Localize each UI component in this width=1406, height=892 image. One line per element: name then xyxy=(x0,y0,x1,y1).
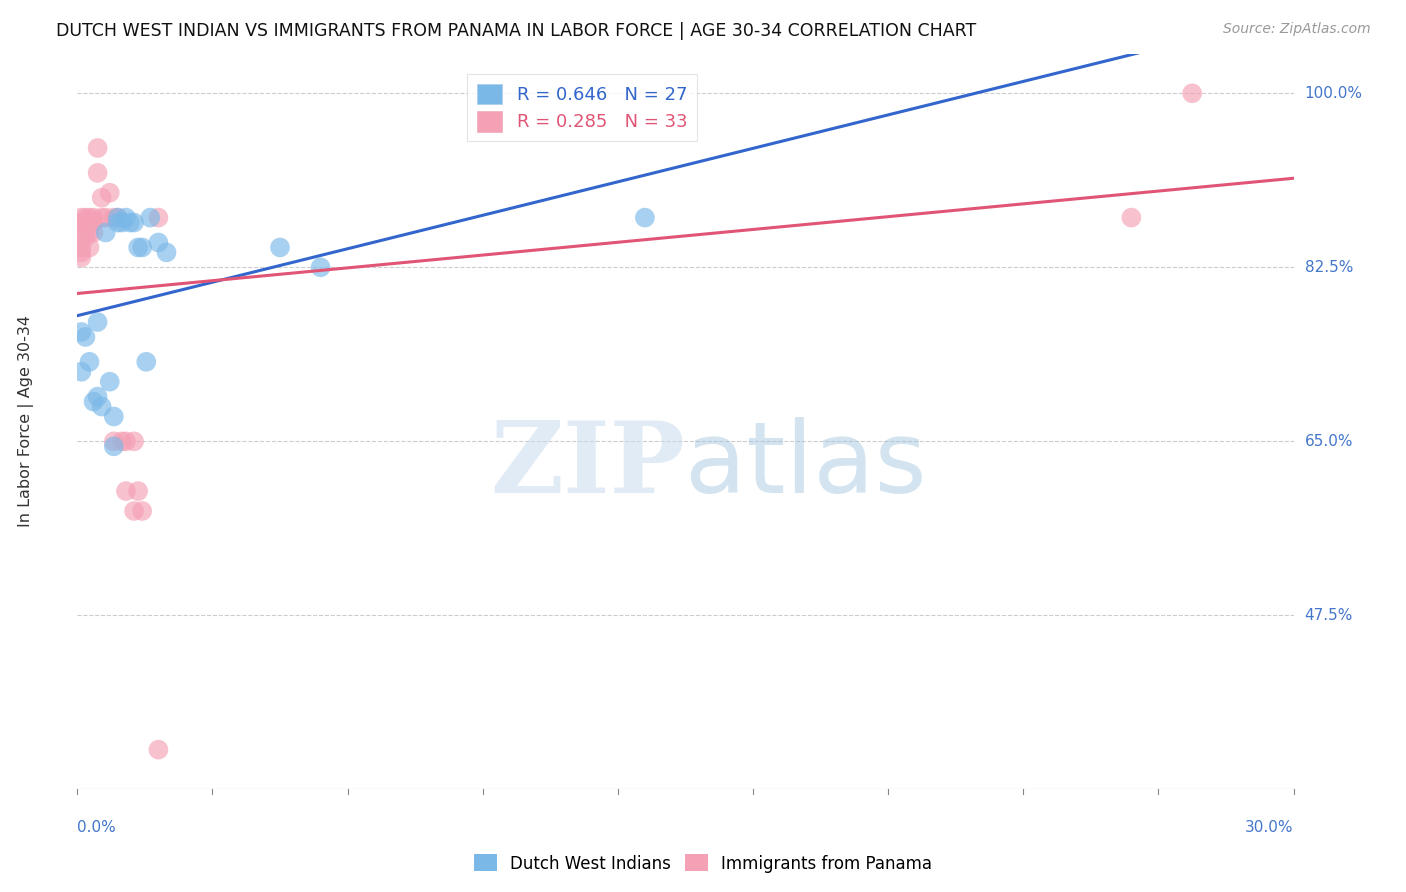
Point xyxy=(148,211,170,225)
Point xyxy=(90,191,112,205)
Point xyxy=(79,240,101,254)
Point xyxy=(98,375,121,389)
Point xyxy=(86,315,108,329)
Text: DUTCH WEST INDIAN VS IMMIGRANTS FROM PANAMA IN LABOR FORCE | AGE 30-34 CORRELATI: DUTCH WEST INDIAN VS IMMIGRANTS FROM PAN… xyxy=(56,22,977,40)
Point xyxy=(634,211,657,225)
Point xyxy=(79,211,101,225)
Point xyxy=(75,330,97,344)
Point xyxy=(79,355,101,369)
Point xyxy=(135,355,157,369)
Point xyxy=(107,216,129,230)
Point xyxy=(70,230,93,244)
Point xyxy=(269,240,291,254)
Point xyxy=(111,216,134,230)
Point xyxy=(70,211,93,225)
Point xyxy=(103,439,125,453)
Point xyxy=(86,166,108,180)
Point xyxy=(70,325,93,339)
Point xyxy=(122,434,145,449)
Point xyxy=(148,742,170,756)
Point xyxy=(122,216,145,230)
Point xyxy=(309,260,332,275)
Point xyxy=(70,220,93,235)
Point xyxy=(94,226,117,240)
Point xyxy=(1121,211,1143,225)
Point xyxy=(103,211,125,225)
Point xyxy=(70,245,93,260)
Point xyxy=(70,240,93,254)
Legend: R = 0.646   N = 27, R = 0.285   N = 33: R = 0.646 N = 27, R = 0.285 N = 33 xyxy=(467,73,697,142)
Point xyxy=(107,211,129,225)
Point xyxy=(111,434,134,449)
Text: 0.0%: 0.0% xyxy=(77,820,117,835)
Point xyxy=(83,394,105,409)
Point xyxy=(79,226,101,240)
Text: Source: ZipAtlas.com: Source: ZipAtlas.com xyxy=(1223,22,1371,37)
Point xyxy=(115,434,138,449)
Point xyxy=(115,484,138,499)
Point xyxy=(70,216,93,230)
Point xyxy=(103,409,125,424)
Point xyxy=(103,434,125,449)
Point xyxy=(115,211,138,225)
Point xyxy=(86,390,108,404)
Text: 65.0%: 65.0% xyxy=(1305,434,1353,449)
Point xyxy=(139,211,162,225)
Point xyxy=(83,211,105,225)
Point xyxy=(75,230,97,244)
Point xyxy=(155,245,177,260)
Text: 47.5%: 47.5% xyxy=(1305,607,1353,623)
Text: 82.5%: 82.5% xyxy=(1305,260,1353,275)
Point xyxy=(86,141,108,155)
Text: 30.0%: 30.0% xyxy=(1246,820,1294,835)
Legend: Dutch West Indians, Immigrants from Panama: Dutch West Indians, Immigrants from Pana… xyxy=(467,847,939,880)
Point xyxy=(148,235,170,250)
Point xyxy=(127,484,149,499)
Point xyxy=(118,216,141,230)
Point xyxy=(127,240,149,254)
Point xyxy=(107,211,129,225)
Point xyxy=(75,216,97,230)
Point xyxy=(98,186,121,200)
Point xyxy=(94,211,117,225)
Point xyxy=(90,400,112,414)
Point xyxy=(83,226,105,240)
Point xyxy=(70,251,93,265)
Text: ZIP: ZIP xyxy=(491,417,686,514)
Point xyxy=(83,216,105,230)
Text: In Labor Force | Age 30-34: In Labor Force | Age 30-34 xyxy=(18,316,34,527)
Text: atlas: atlas xyxy=(686,417,927,514)
Point xyxy=(131,504,153,518)
Point xyxy=(79,216,101,230)
Point xyxy=(90,211,112,225)
Point xyxy=(70,365,93,379)
Text: 100.0%: 100.0% xyxy=(1305,86,1362,101)
Point xyxy=(122,504,145,518)
Point xyxy=(131,240,153,254)
Point xyxy=(1181,87,1204,101)
Point xyxy=(75,211,97,225)
